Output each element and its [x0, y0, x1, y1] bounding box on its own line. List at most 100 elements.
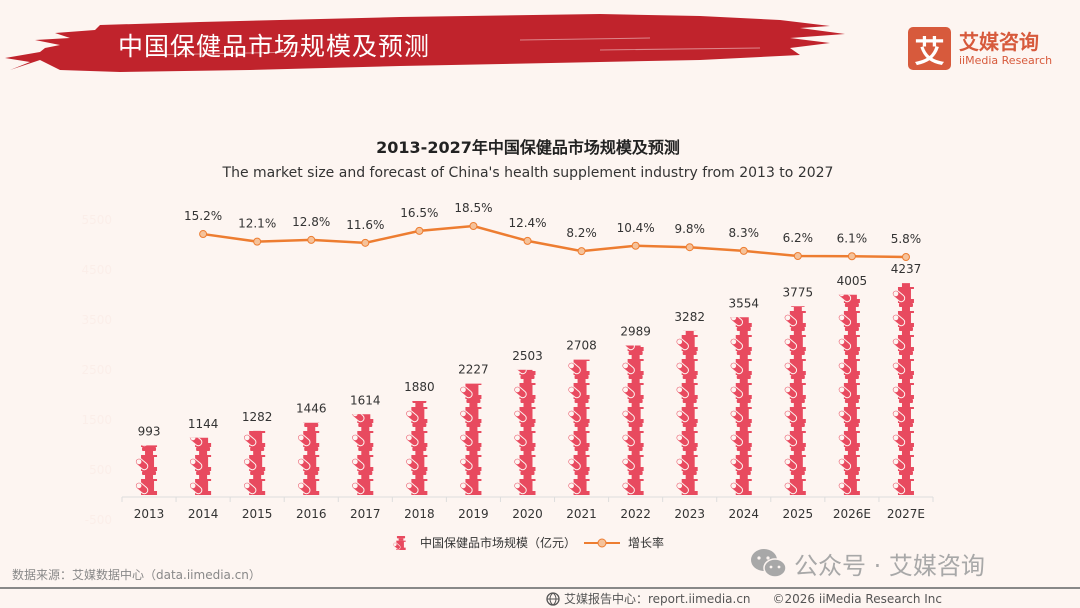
copyright: ©2026 iiMedia Research Inc [772, 591, 943, 606]
y-tick-label: 5500 [81, 213, 112, 227]
bar-market-size [891, 283, 915, 495]
bar-market-size [243, 430, 266, 495]
pill-bottle-icon [459, 470, 482, 495]
y-tick-label: 1500 [81, 413, 112, 427]
bar-value-label: 2989 [620, 325, 651, 339]
pill-bottle-icon [243, 446, 266, 472]
bar-value-label: 1446 [296, 402, 327, 416]
pill-bottle-icon [459, 446, 482, 472]
pill-bottle-icon [783, 446, 807, 472]
pill-bottle-icon [459, 422, 482, 448]
bar-market-size [189, 437, 212, 495]
pill-bottle-icon [837, 374, 861, 400]
pill-bottle-icon [783, 350, 807, 376]
header-brush-banner [5, 14, 845, 72]
pill-bottle-icon [297, 422, 320, 448]
pill-bottle-icon [675, 374, 699, 400]
pill-bottle-icon [783, 470, 807, 495]
pill-bottle-icon [513, 374, 536, 400]
bar-value-label: 1144 [188, 417, 219, 431]
bar-market-size [567, 359, 591, 495]
pill-bottle-icon [513, 422, 536, 448]
pill-bottle-icon [675, 422, 699, 448]
growth-rate-label: 8.2% [566, 226, 597, 240]
pill-bottle-icon [891, 283, 915, 304]
pill-bottle-icon [405, 401, 428, 424]
pill-bottle-icon [621, 470, 645, 495]
bar-market-size [729, 317, 753, 495]
report-center-link[interactable]: 艾媒报告中心：report.iimedia.cn [564, 592, 751, 606]
growth-rate-label: 11.6% [346, 218, 384, 232]
growth-rate-point [685, 243, 694, 252]
x-tick-label: 2018 [404, 507, 435, 521]
pill-bottle-icon [621, 398, 645, 424]
growth-rate-label: 6.2% [783, 231, 814, 245]
pill-bottle-icon [783, 374, 807, 400]
pill-bottle-icon [783, 326, 807, 352]
pill-bottle-icon [837, 326, 861, 352]
page-title: 中国保健品市场规模及预测 [118, 32, 431, 61]
growth-rate-label: 8.3% [729, 226, 760, 240]
pill-bottle-icon [891, 446, 915, 472]
wechat-icon [751, 548, 787, 578]
growth-rate-label: 18.5% [454, 201, 492, 215]
pill-bottle-icon [837, 446, 861, 472]
bar-value-label: 1282 [242, 410, 273, 424]
bar-market-size [675, 330, 699, 495]
pill-bottle-icon [837, 302, 861, 328]
growth-rate-line [202, 224, 906, 259]
growth-rate-point [631, 241, 640, 250]
pill-bottle-icon [891, 326, 915, 352]
pill-bottle-icon [189, 470, 212, 495]
x-tick-label: 2024 [728, 507, 759, 521]
growth-rate-point [793, 252, 802, 261]
x-tick-label: 2023 [674, 507, 705, 521]
pill-bottle-icon [837, 350, 861, 376]
bar-value-label: 2227 [458, 363, 489, 377]
growth-rate-label: 12.1% [238, 217, 276, 231]
pill-bottle-icon [891, 398, 915, 424]
pill-bottle-icon [405, 446, 428, 472]
growth-rate-label: 12.4% [508, 216, 546, 230]
bar-value-label: 4237 [891, 262, 922, 276]
y-tick-label: 500 [89, 463, 112, 477]
chart-subtitle: The market size and forecast of China's … [222, 165, 834, 181]
growth-rate-label: 9.8% [674, 222, 705, 236]
pill-bottle-icon [513, 398, 536, 424]
logo-name-cn: 艾媒咨询 [959, 29, 1039, 54]
footer-divider [0, 587, 1080, 589]
pill-bottle-icon [837, 422, 861, 448]
pill-bottle-icon [891, 422, 915, 448]
data-source: 数据来源：艾媒数据中心（data.iimedia.cn） [12, 568, 261, 582]
pill-bottle-icon [351, 422, 374, 448]
pill-bottle-icon [567, 398, 591, 424]
pill-bottle-icon [567, 422, 591, 448]
pill-bottle-icon [621, 422, 645, 448]
pill-bottle-icon [459, 398, 482, 424]
pill-bottle-icon [243, 430, 266, 448]
pill-bottle-icon [297, 446, 320, 472]
pill-bottle-icon [513, 446, 536, 472]
bar-value-label: 1614 [350, 393, 381, 407]
pill-bottle-icon [729, 398, 753, 424]
bar-value-label: 1880 [404, 380, 435, 394]
growth-rate-point [415, 226, 424, 235]
x-tick-label: 2016 [296, 507, 327, 521]
footer: 艾媒报告中心：report.iimedia.cn ©2026 iiMedia R… [546, 590, 942, 607]
iimedia-logo: 艾 艾媒咨询 iiMedia Research [908, 27, 1052, 70]
growth-rate-point [361, 238, 370, 247]
y-tick-label: 4500 [81, 263, 112, 277]
pill-bottle-icon [837, 398, 861, 424]
x-tick-label: 2017 [350, 507, 381, 521]
legend-bar-icon [391, 535, 406, 550]
growth-rate-label: 6.1% [837, 231, 868, 245]
pill-bottle-icon [621, 350, 645, 376]
pill-bottle-icon [729, 350, 753, 376]
pill-bottle-icon [135, 470, 158, 496]
pill-bottle-icon [405, 422, 428, 448]
x-tick-label: 2021 [566, 507, 597, 521]
pill-bottle-icon [189, 446, 212, 472]
bar-value-label: 3282 [674, 310, 705, 324]
growth-rate-point [253, 237, 262, 246]
pill-bottle-icon [621, 446, 645, 472]
